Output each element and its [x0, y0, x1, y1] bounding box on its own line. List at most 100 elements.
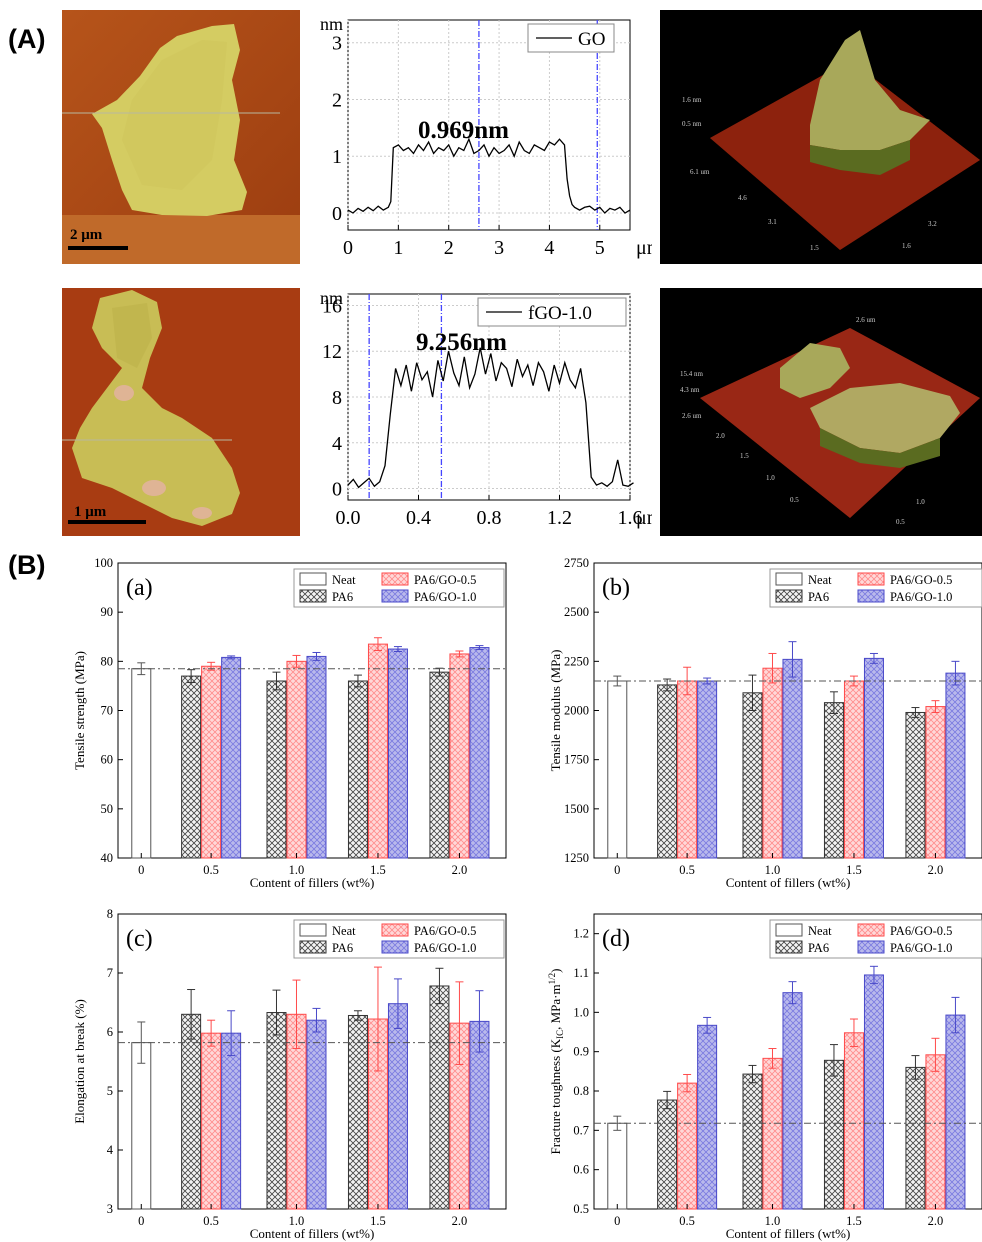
y-tick-label: 0 — [332, 203, 342, 225]
x-axis-label: Content of fillers (wt%) — [726, 1226, 851, 1241]
y-axis-label: Tensile modulus (MPa) — [548, 650, 563, 772]
y-tick-label: 0.9 — [573, 1045, 589, 1059]
afm-3d-fgo-label-2: 4.3 nm — [680, 386, 700, 394]
y-tick-label: 8 — [332, 387, 342, 409]
legend-swatch — [299, 589, 327, 603]
legend-swatch — [381, 572, 409, 586]
legend-swatch — [775, 572, 803, 586]
bar-chart-tensile-modulus: 1250 1500 1750 2000 2250 2500 2750 0 0.5 1.0 1.5 2.… — [548, 556, 982, 890]
panel-label-a: (A) — [8, 24, 46, 54]
bar-pa6 — [905, 711, 926, 859]
legend-label: PA6/GO-0.5 — [414, 924, 476, 938]
bar-pa6 — [347, 1014, 368, 1210]
y-axis-label-sup: 1/2 — [547, 973, 557, 985]
x-tick-label: 1.0 — [289, 863, 305, 877]
afm-image-go-svg: 2 μm — [62, 10, 300, 264]
y-tick-label: 6 — [107, 1025, 113, 1039]
y-axis-label-sub: IC — [555, 1030, 565, 1039]
bar-pa6 — [657, 1099, 678, 1210]
y-tick-label: 1.2 — [573, 927, 589, 941]
y-axis-label: Elongation at break (%) — [72, 999, 87, 1124]
legend-swatch — [857, 589, 885, 603]
bar-pa6 — [823, 702, 844, 859]
x-tick-label: 0.5 — [203, 1214, 219, 1228]
legend-label: PA6/GO-1.0 — [414, 941, 476, 955]
legend-label: PA6 — [332, 590, 353, 604]
y-tick-label: 1 — [332, 146, 342, 168]
bar-pa6-go-0-5 — [677, 680, 698, 859]
y-tick-label: 70 — [101, 704, 114, 718]
x-tick-label: 0.4 — [406, 507, 431, 529]
afm-3d-go: 1.6 nm 0.5 nm 6.1 um 4.6 3.1 1.5 3.2 1.6 — [660, 10, 982, 264]
bar-neat — [131, 668, 152, 859]
legend-label: Neat — [332, 924, 356, 938]
bar-pa6-go-1-0 — [306, 1019, 327, 1210]
legend-label: PA6/GO-1.0 — [414, 590, 476, 604]
x-tick-label: 1.5 — [370, 1214, 386, 1228]
legend-swatch — [299, 572, 327, 586]
afm-3d-fgo-svg: 2.6 um 15.4 nm 4.3 nm 2.6 um 2.0 1.5 1.0… — [660, 288, 982, 536]
afm-image-go: 2 μm — [62, 10, 300, 264]
bar-pa6-go-0-5 — [201, 1032, 222, 1210]
bar-pa6-go-0-5 — [677, 1082, 698, 1210]
height-profile-fgo: 0 4 8 12 16 0.0 0.4 0.8 1.2 1.6μm nm fGO-1.0 9.256nm — [320, 288, 652, 529]
bar-pa6-go-0-5 — [762, 1057, 783, 1210]
panel-tag: (a) — [126, 575, 153, 601]
x-tick-label: 1.5 — [370, 863, 386, 877]
y-tick-label: 1250 — [564, 851, 589, 865]
bar-pa6 — [181, 675, 202, 859]
legend-label: PA6 — [332, 941, 353, 955]
afm-3d-fgo-label-1: 15.4 nm — [680, 370, 704, 378]
afm-3d-go-label-7: 1.6 — [902, 242, 911, 250]
legend-swatch — [857, 940, 885, 954]
afm-3d-fgo-label-9: 0.5 — [896, 518, 905, 526]
bar-pa6 — [181, 1013, 202, 1210]
x-tick-label: 1.0 — [289, 1214, 305, 1228]
bar-pa6-go-0-5 — [367, 643, 388, 859]
bar-pa6-go-0-5 — [925, 706, 946, 859]
x-tick-label: 2.0 — [928, 863, 944, 877]
legend-swatch — [775, 923, 803, 937]
legend-label: PA6/GO-0.5 — [414, 573, 476, 587]
afm-3d-fgo-label-6: 1.0 — [766, 474, 775, 482]
afm-3d-go-label-1: 0.5 nm — [682, 120, 702, 128]
y-tick-label: 5 — [107, 1084, 113, 1098]
afm-3d-go-label-5: 1.5 — [810, 244, 819, 252]
bar-pa6-go-1-0 — [221, 656, 242, 859]
legend-swatch — [775, 940, 803, 954]
y-tick-label: 2750 — [564, 556, 589, 570]
x-tick-label: 0.5 — [679, 1214, 695, 1228]
bar-pa6 — [823, 1059, 844, 1210]
bar-pa6-go-1-0 — [863, 974, 884, 1210]
afm-3d-go-label-6: 3.2 — [928, 220, 937, 228]
legend-label: GO — [578, 29, 605, 50]
bar-pa6-go-1-0 — [306, 655, 327, 859]
x-tick-label: 0 — [138, 1214, 144, 1228]
afm-scale-bar-fgo: 1 μm — [74, 504, 107, 520]
afm-scale-bar-go: 2 μm — [70, 227, 103, 243]
afm-3d-fgo: 2.6 um 15.4 nm 4.3 nm 2.6 um 2.0 1.5 1.0… — [660, 288, 982, 536]
y-tick-label: 80 — [101, 654, 114, 668]
x-tick-label: 2.0 — [452, 1214, 468, 1228]
legend-label: Neat — [808, 924, 832, 938]
afm-3d-go-svg: 1.6 nm 0.5 nm 6.1 um 4.6 3.1 1.5 3.2 1.6 — [660, 10, 982, 264]
legend-swatch — [775, 589, 803, 603]
x-unit-label: μm — [636, 237, 652, 259]
bar-pa6 — [429, 671, 450, 859]
bar-pa6-go-0-5 — [762, 667, 783, 859]
bar-chart-fracture-toughness: 0.5 0.6 0.7 0.8 0.9 1.0 1.1 1.2 0 0.5 1.0 1.5 2.0 (d)… — [547, 913, 982, 1241]
x-tick-label: 2.0 — [928, 1214, 944, 1228]
afm-3d-fgo-label-8: 1.0 — [916, 498, 925, 506]
bar-chart-elongation: 3 4 5 6 7 8 0 0.5 1.0 1.5 2.0 (c) Content of fillers… — [72, 907, 507, 1241]
y-tick-label: 0.8 — [573, 1084, 589, 1098]
bar-pa6-go-1-0 — [387, 1003, 408, 1210]
y-tick-label: 1.1 — [573, 966, 589, 980]
bar-pa6 — [742, 1073, 763, 1210]
y-tick-label: 0.7 — [573, 1123, 589, 1137]
bar-pa6-go-1-0 — [782, 992, 803, 1210]
y-tick-label: 1750 — [564, 753, 589, 767]
y-axis-label: Tensile strength (MPa) — [72, 651, 87, 770]
y-tick-label: 2250 — [564, 654, 589, 668]
bar-pa6-go-1-0 — [782, 658, 803, 859]
y-tick-label: 2 — [332, 89, 342, 111]
